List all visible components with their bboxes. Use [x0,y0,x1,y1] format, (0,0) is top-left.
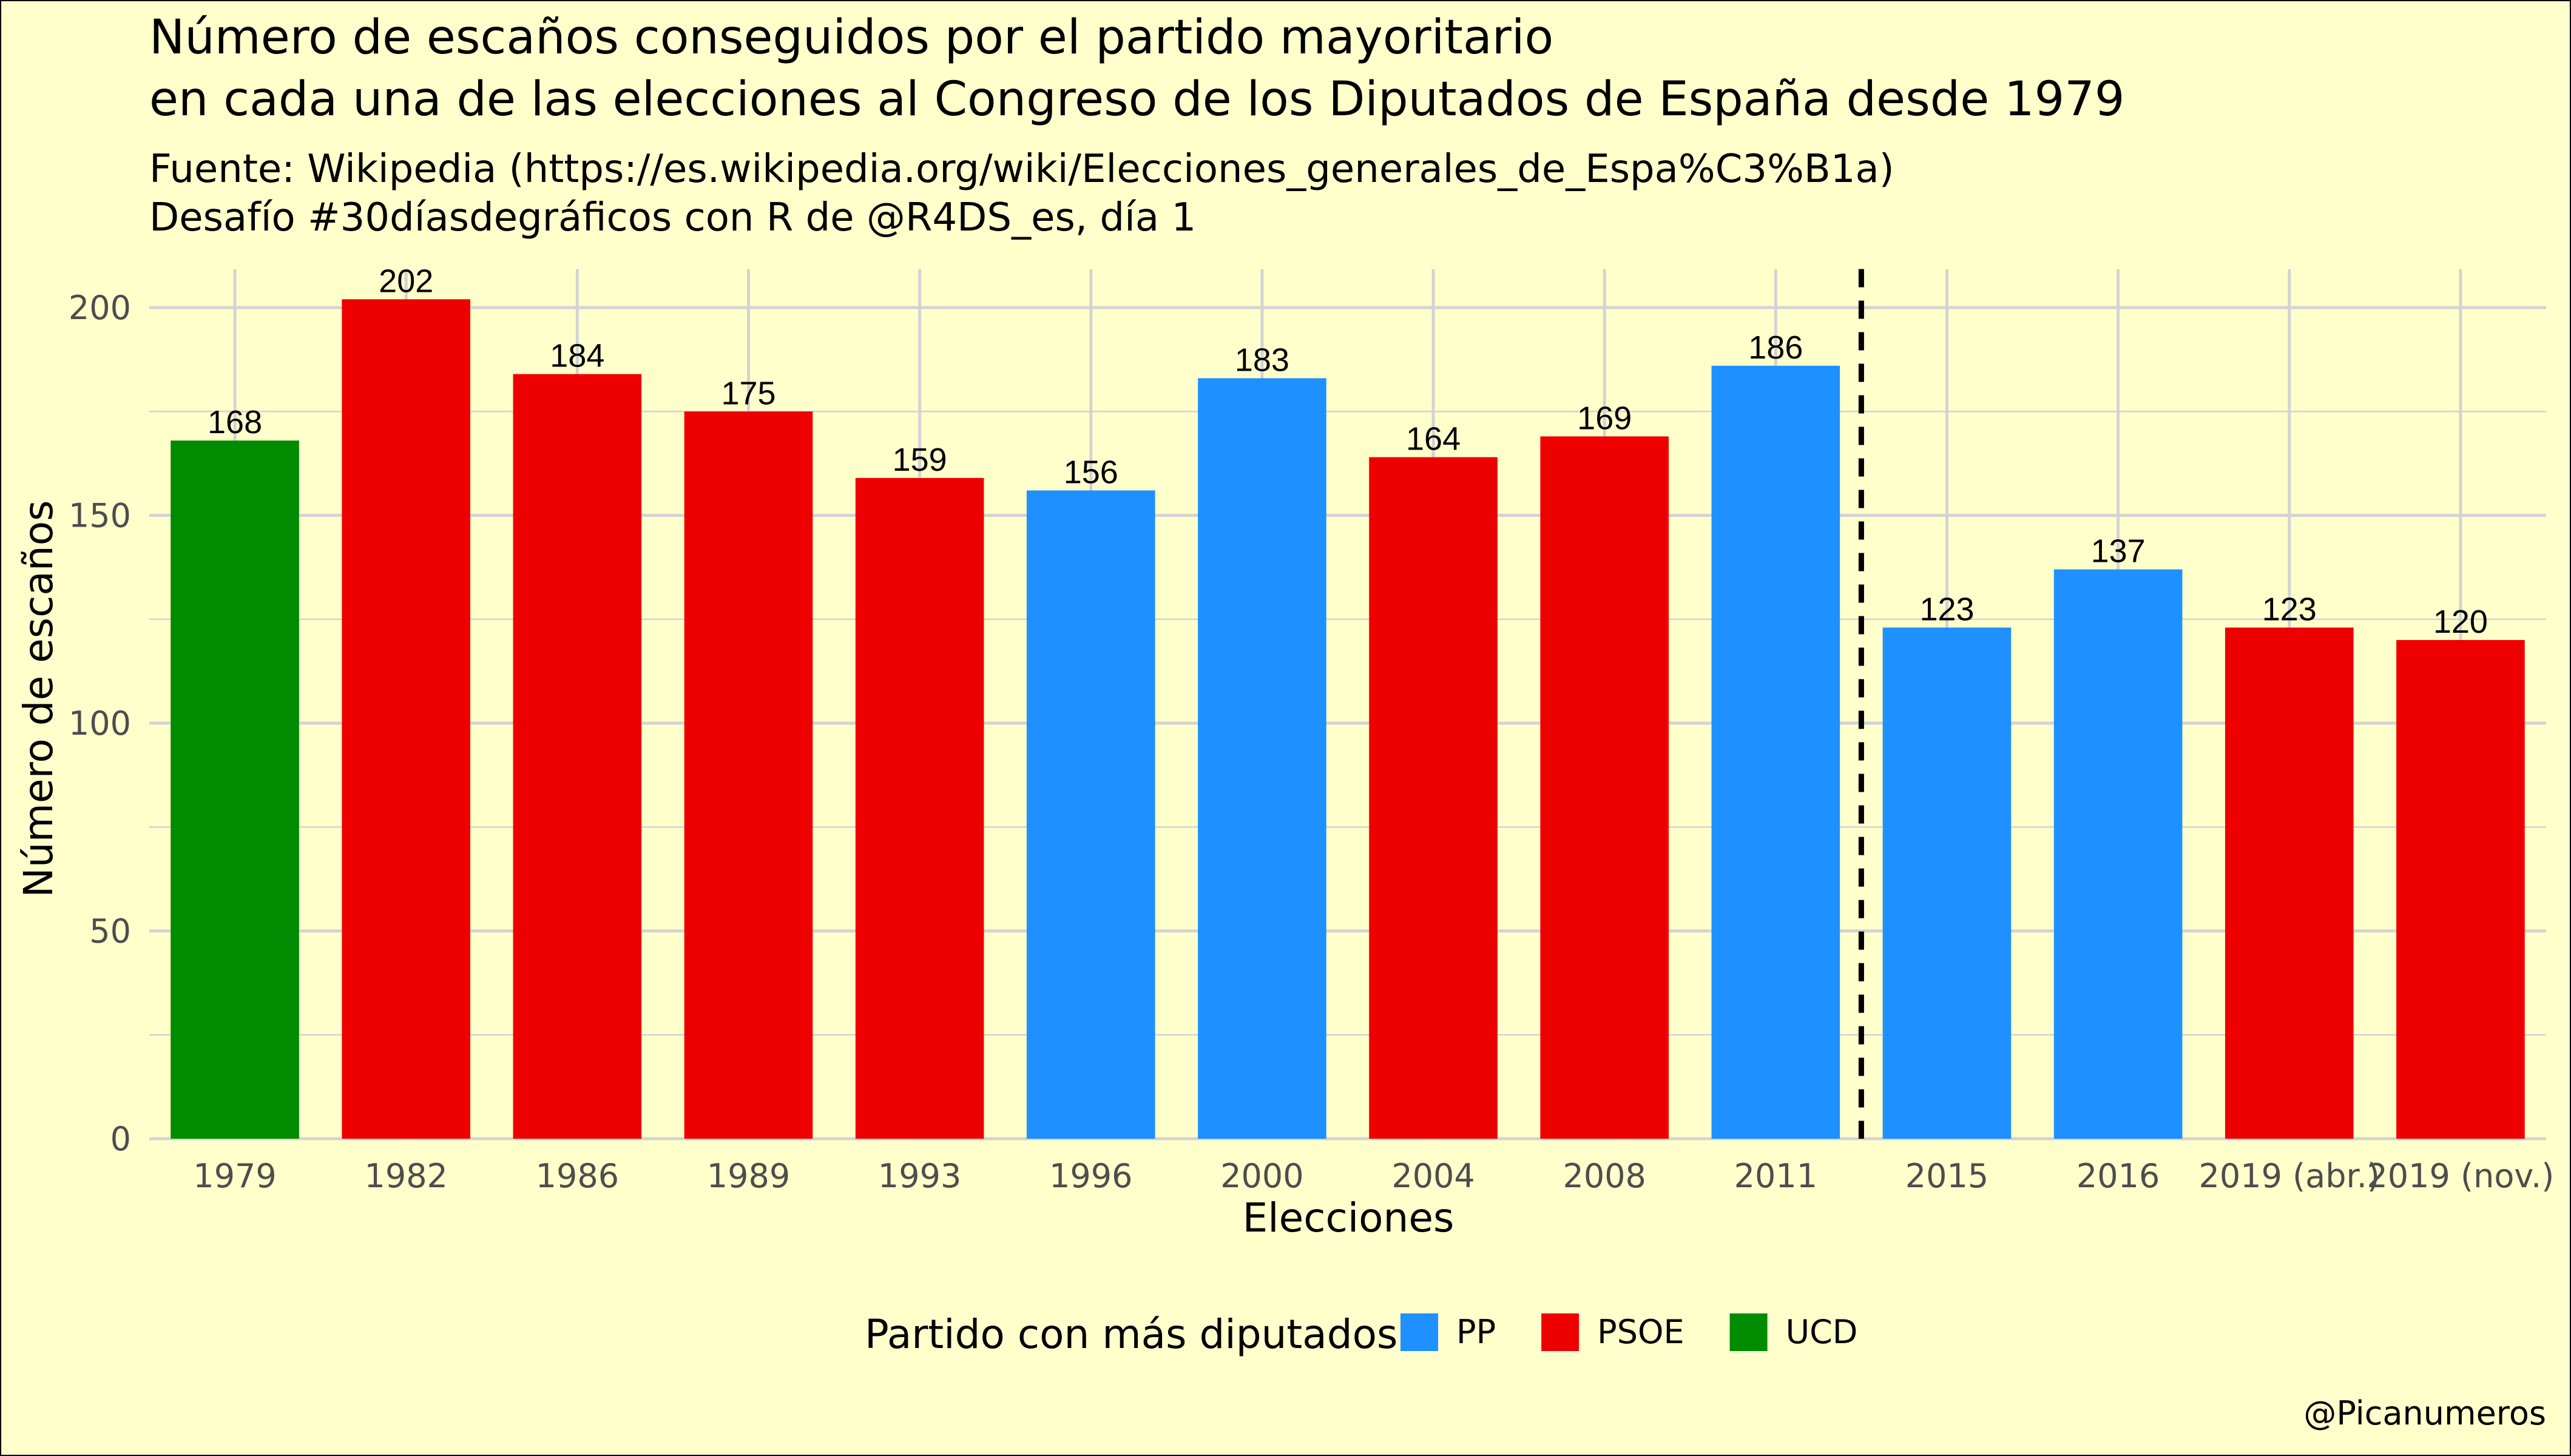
legend-label: UCD [1786,1313,1858,1351]
legend-swatch [1729,1313,1768,1351]
bar-value-label: 123 [1919,591,1974,627]
chart-title-line-2: en cada una de las elecciones al Congres… [149,72,2125,127]
x-tick-label: 2015 [1905,1157,1988,1195]
y-tick-label: 0 [110,1120,131,1158]
legend-title: Partido con más diputados [865,1311,1397,1358]
bar [1369,457,1498,1139]
x-tick-label: 1986 [536,1157,619,1195]
x-tick-label: 1979 [193,1157,276,1195]
bar-value-label: 202 [379,263,433,299]
chart-subtitle: Fuente: Wikipedia (https://es.wikipedia.… [149,147,1894,240]
bar-value-label: 168 [208,404,262,440]
x-tick-label: 1989 [707,1157,790,1195]
legend-label: PP [1456,1313,1496,1351]
bar-value-label: 164 [1406,421,1461,457]
bar-value-label: 183 [1235,342,1289,378]
legend-swatch [1400,1313,1438,1351]
bar-value-label: 156 [1064,454,1118,490]
bar [342,299,471,1139]
bar [1198,378,1326,1139]
bar [2396,640,2525,1139]
y-axis-title: Número de escaños [15,500,62,898]
bar [1711,365,1840,1139]
chart-title: Número de escaños conseguidos por el par… [149,10,2125,127]
x-tick-label: 2008 [1563,1157,1646,1195]
x-tick-label: 1982 [364,1157,447,1195]
x-tick-label: 2011 [1734,1157,1817,1195]
x-tick-label: 2000 [1220,1157,1303,1195]
bar [684,411,813,1139]
chart-title-line-1: Número de escaños conseguidos por el par… [149,10,1553,65]
y-tick-label: 50 [89,912,131,951]
y-tick-label: 100 [69,704,131,743]
bar-value-label: 186 [1748,329,1803,366]
legend-swatch [1541,1313,1579,1351]
value-labels: 168 202 184 175 159 156 183 164 169 186 123 137 123 1… [208,263,2488,640]
x-tick-label: 2016 [2076,1157,2160,1195]
bar [513,374,642,1139]
bar [2225,627,2354,1139]
chart-subtitle-line-2: Desafío #30díasdegráficos con R de @R4DS… [149,195,1196,240]
bar [1882,627,2012,1139]
x-axis-ticks: 1979 1982 1986 1989 1993 1996 2000 2004 2008 2011… [193,1157,2554,1195]
x-tick-label: 2004 [1391,1157,1475,1195]
legend: Partido con más diputados PP PSOE UCD [865,1311,1857,1358]
x-tick-label: 2019 (abr.) [2199,1157,2380,1195]
bar-value-label: 159 [893,442,947,478]
bars [171,299,2525,1139]
bar-value-label: 175 [721,375,775,411]
bar [171,440,299,1139]
x-tick-label: 1993 [878,1157,961,1195]
x-tick-label: 2019 (nov.) [2367,1157,2554,1195]
bar-value-label: 184 [550,338,604,374]
bar-value-label: 137 [2091,533,2146,570]
bar-value-label: 120 [2433,604,2488,640]
y-axis-ticks: 0 50 100 150 200 [69,289,131,1158]
bar [1540,436,1669,1139]
legend-label: PSOE [1597,1313,1684,1351]
bar [1026,490,1155,1139]
x-tick-label: 1996 [1049,1157,1132,1195]
chart-subtitle-line-1: Fuente: Wikipedia (https://es.wikipedia.… [149,147,1894,192]
bar [855,477,984,1139]
bar-value-label: 169 [1577,400,1632,436]
grid [149,269,2546,1141]
x-axis-title: Elecciones [1243,1195,1454,1241]
y-tick-label: 150 [69,497,131,535]
bar [2053,569,2183,1139]
chart-caption: @Picanumeros [2303,1394,2546,1432]
bar-value-label: 123 [2262,591,2317,627]
y-tick-label: 200 [69,289,131,327]
